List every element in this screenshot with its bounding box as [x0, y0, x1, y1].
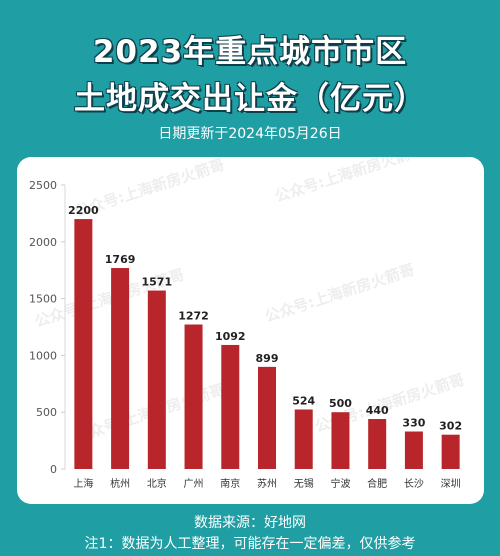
x-tick-label: 宁波 [330, 477, 350, 490]
data-label: 500 [329, 397, 352, 410]
x-tick-label: 上海 [73, 477, 93, 490]
page-title-line-1: 2023年重点城市市区 [92, 34, 408, 70]
y-tick-label: 2500 [29, 179, 57, 192]
data-label: 330 [402, 417, 425, 430]
y-tick-label: 1500 [29, 293, 57, 306]
x-tick-label: 长沙 [404, 478, 424, 490]
bar [147, 290, 166, 469]
chart-card: 公众号:上海新房火箭哥 公众号:上海新房火箭哥 公众号:上海新房火箭哥 公众号:上海新… [17, 157, 484, 504]
y-tick-label: 1000 [29, 349, 57, 362]
bar [404, 431, 423, 469]
data-label: 1769 [105, 253, 136, 266]
x-tick-label: 苏州 [257, 477, 277, 490]
data-label: 524 [292, 394, 315, 407]
watermark-text: 公众号:上海新房火箭哥 [273, 157, 427, 206]
bar [441, 434, 460, 469]
y-tick-label: 500 [36, 406, 57, 419]
y-tick-label: 0 [50, 463, 57, 476]
data-label: 440 [366, 404, 389, 417]
bar [74, 219, 93, 469]
update-date: 日期更新于2024年05月26日 [158, 126, 342, 142]
y-axis-ticks: 0 500 1000 1500 2000 2500 [29, 179, 65, 476]
x-tick-label: 广州 [184, 478, 204, 490]
x-tick-label: 合肥 [367, 477, 387, 490]
x-axis-ticks: 上海 杭州 北京 广州 南京 苏州 无锡 宁波 合肥 长沙 深圳 [73, 477, 460, 490]
data-label: 1272 [178, 310, 209, 323]
data-label: 302 [439, 420, 462, 433]
bar [331, 412, 350, 469]
data-label: 2200 [68, 204, 99, 217]
data-label: 899 [256, 352, 279, 365]
bar [221, 344, 240, 469]
data-labels: 2200 1769 1571 1272 1092 899 524 500 440 330 302 [68, 204, 462, 433]
bar [111, 268, 130, 469]
data-label: 1092 [215, 330, 246, 343]
data-label: 1571 [142, 276, 173, 289]
x-tick-label: 深圳 [441, 478, 461, 490]
x-tick-label: 北京 [147, 477, 167, 490]
bar [258, 366, 276, 469]
watermark-text: 公众号:上海新房火箭哥 [263, 260, 417, 325]
x-tick-label: 杭州 [110, 477, 130, 490]
x-tick-label: 无锡 [294, 477, 314, 490]
bars [74, 219, 460, 469]
page-title-line-2: 土地成交出让金（亿元） [74, 81, 426, 117]
bar [294, 409, 313, 469]
footnote: 注1：数据为人工整理，可能存在一定偏差，仅供参考 [84, 536, 416, 552]
bar [368, 419, 387, 469]
y-tick-label: 2000 [29, 236, 57, 249]
data-source: 数据来源：好地网 [194, 515, 306, 531]
bar [184, 324, 203, 469]
x-tick-label: 南京 [220, 477, 240, 490]
